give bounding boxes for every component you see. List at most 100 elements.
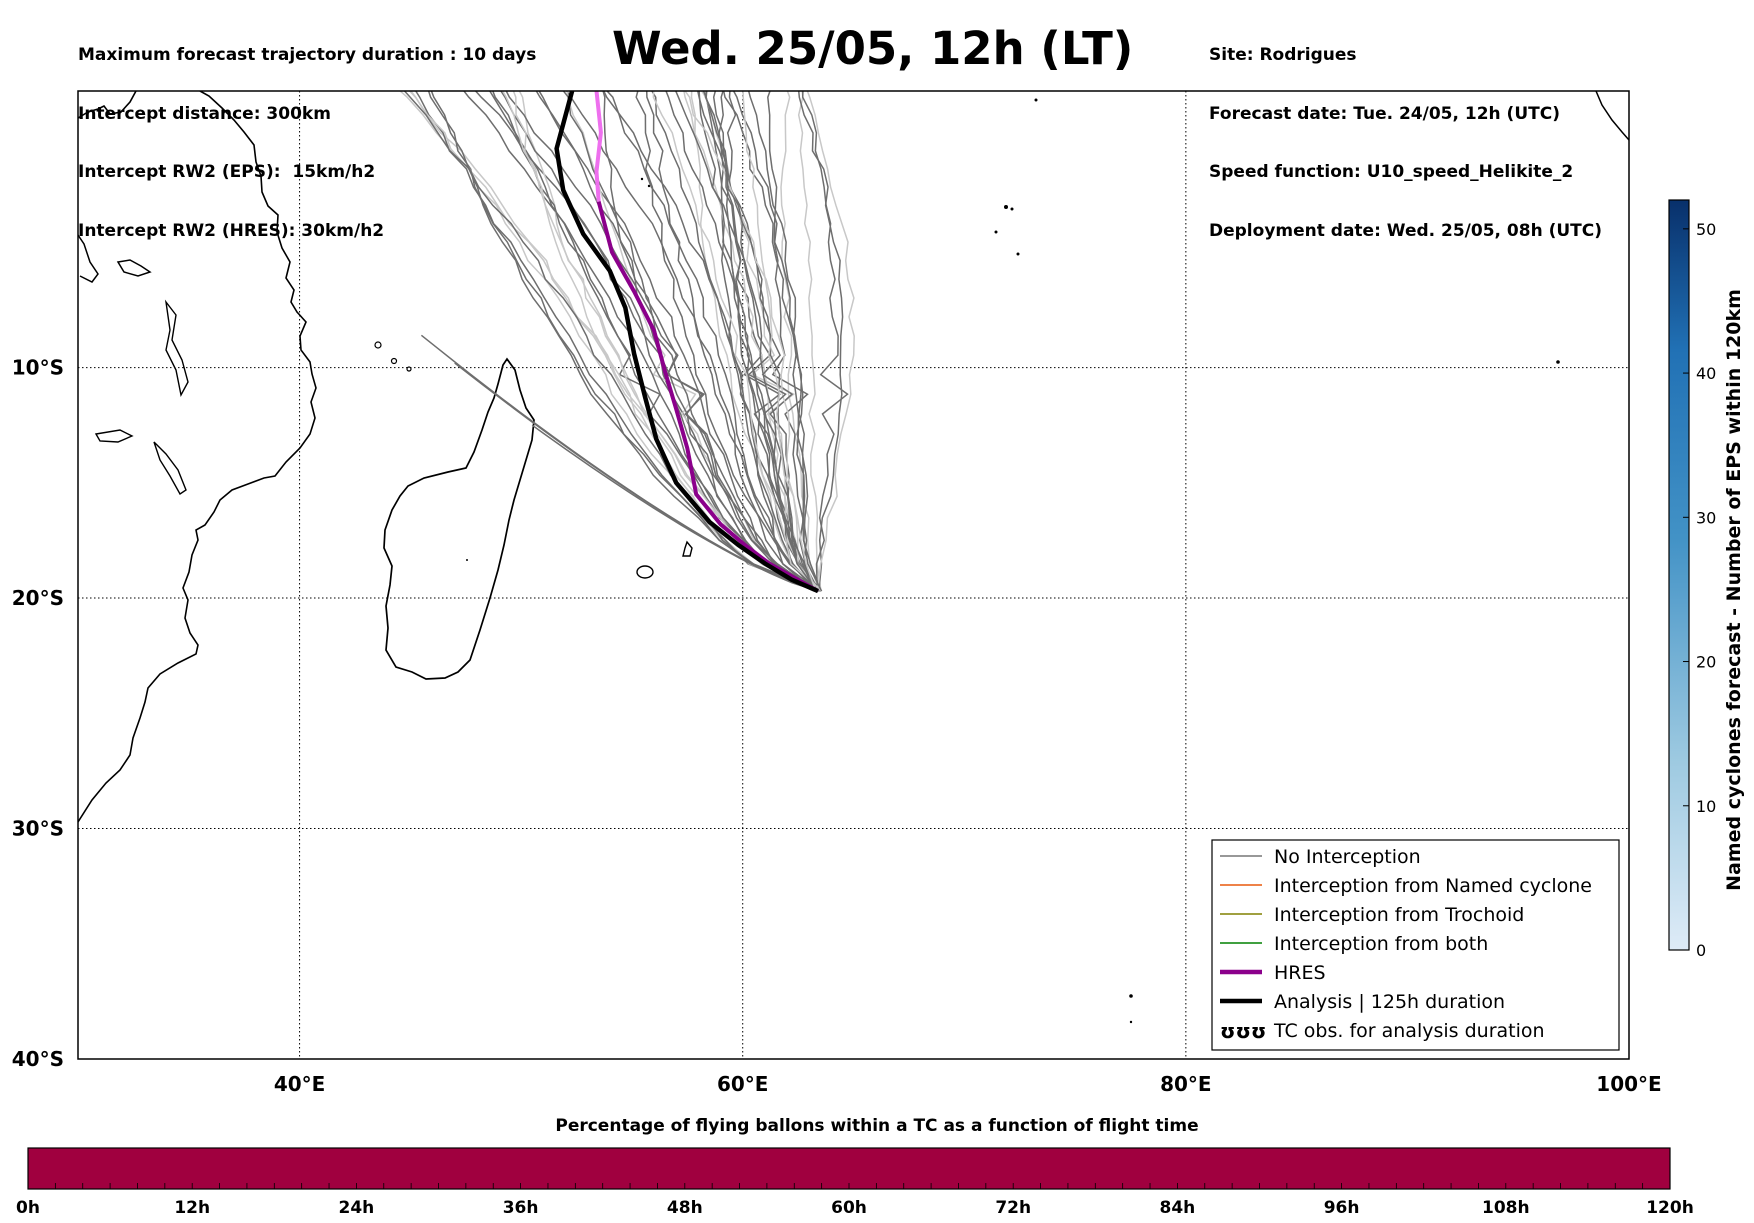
legend-label: Interception from Trochoid xyxy=(1274,904,1524,926)
legend-label: HRES xyxy=(1274,962,1326,984)
info-line: Forecast date: Tue. 24/05, 12h (UTC) xyxy=(1209,103,1560,124)
ensemble-track xyxy=(651,91,818,592)
ensemble-track xyxy=(505,91,821,592)
legend: No Interception Interception from Named c… xyxy=(1211,839,1620,1051)
ensemble-trajectories xyxy=(399,91,855,592)
legend-label: Analysis | 125h duration xyxy=(1274,991,1505,1013)
comoros-island xyxy=(390,357,398,365)
colorbar-tick-label: 50 xyxy=(1696,220,1716,239)
ensemble-track xyxy=(606,91,815,592)
colorbar-gradient xyxy=(1668,199,1690,951)
timeline-tick-label: 36h xyxy=(503,1198,539,1218)
ensemble-track xyxy=(492,91,819,592)
ensemble-track xyxy=(602,91,816,592)
ensemble-track xyxy=(518,91,817,592)
timeline-tick-label: 60h xyxy=(831,1198,867,1218)
ensemble-track xyxy=(697,91,823,592)
info-line: Maximum forecast trajectory duration : 1… xyxy=(78,45,537,65)
reunion-island xyxy=(636,565,654,579)
map-title: Wed. 25/05, 12h (LT) xyxy=(612,22,1134,75)
sumatra-coastline xyxy=(1595,91,1629,141)
ensemble-track xyxy=(427,91,820,592)
timeline-tick-label: 24h xyxy=(339,1198,375,1218)
mauritius-island xyxy=(682,540,693,557)
lat-tick-label: 30°S xyxy=(12,817,64,841)
colorbar-tick-label: 10 xyxy=(1696,797,1716,816)
lake-malawi xyxy=(153,441,187,496)
seychelles-island xyxy=(1010,207,1014,211)
lat-tick-label: 40°S xyxy=(12,1047,64,1071)
seychelles-island xyxy=(1004,205,1008,209)
legend-label: Interception from both xyxy=(1274,933,1488,955)
ensemble-track xyxy=(462,91,819,592)
small-island xyxy=(466,559,468,561)
ensemble-track xyxy=(712,91,816,592)
legend-label: TC obs. for analysis duration xyxy=(1273,1020,1545,1042)
info-line: Deployment date: Wed. 25/05, 08h (UTC) xyxy=(1209,220,1603,241)
info-line: Speed function: U10_speed_Helikite_2 xyxy=(1209,162,1574,182)
comoros-island xyxy=(406,366,412,372)
ensemble-track xyxy=(488,91,818,592)
ensemble-track xyxy=(474,91,817,592)
ensemble-track xyxy=(780,91,821,592)
small-island xyxy=(1034,98,1038,102)
timeline-bar xyxy=(27,1147,1671,1190)
colorbar: 0 10 20 30 40 50 Named cyclones forecast - Nu… xyxy=(1668,199,1745,960)
hres-track xyxy=(596,201,819,593)
ensemble-track xyxy=(652,91,823,592)
lat-tick-label: 20°S xyxy=(12,586,64,610)
ensemble-track xyxy=(698,91,821,592)
legend-frame xyxy=(1211,839,1620,1051)
ensemble-track xyxy=(690,91,823,592)
hres-track-late xyxy=(594,91,603,202)
ensemble-track xyxy=(797,91,822,592)
ensemble-track xyxy=(562,91,821,592)
timeline-tick-label: 108h xyxy=(1482,1198,1530,1218)
small-island xyxy=(1129,994,1133,998)
madagascar-coastline xyxy=(383,357,535,680)
timeline-tick-label: 48h xyxy=(667,1198,703,1218)
ensemble-track xyxy=(684,91,822,592)
ensemble-track xyxy=(566,91,818,592)
ensemble-track xyxy=(742,91,817,592)
timeline-tick-label: 96h xyxy=(1324,1198,1360,1218)
socotra-island xyxy=(116,259,152,277)
africa-coastline xyxy=(78,91,317,823)
main-tracks xyxy=(554,91,819,594)
ensemble-track xyxy=(454,362,819,592)
trajectory-map: 40°E 60°E 80°E 100°E 10°S 20°S 30°S 40°S No Int… xyxy=(12,90,1745,1096)
horn-coastline xyxy=(78,234,99,283)
colorbar-tick-label: 20 xyxy=(1696,653,1716,672)
ensemble-track xyxy=(512,91,821,592)
lon-tick-label: 60°E xyxy=(717,1072,769,1096)
analysis-track xyxy=(554,91,819,594)
timeline-tick-label: 84h xyxy=(1160,1198,1196,1218)
ensemble-track xyxy=(414,91,819,592)
lon-tick-label: 40°E xyxy=(274,1072,326,1096)
timeline-title: Percentage of flying ballons within a TC… xyxy=(555,1116,1199,1136)
ensemble-track xyxy=(732,91,818,592)
tc-obs-symbol: ʊʊʊ xyxy=(1220,1019,1266,1043)
legend-label: No Interception xyxy=(1274,846,1421,868)
flight-time-timeline: 0h 12h 24h 36h 48h 60h 72h 84h 96h 108h 120h xyxy=(16,1147,1694,1218)
map-frame xyxy=(77,90,1630,1060)
ensemble-track xyxy=(683,91,821,592)
info-line: Intercept distance: 300km xyxy=(78,103,331,124)
lon-tick-label: 80°E xyxy=(1160,1072,1212,1096)
ensemble-track xyxy=(535,91,817,592)
ensemble-track xyxy=(806,91,855,592)
timeline-tick-label: 120h xyxy=(1646,1198,1694,1218)
lat-tick-label: 10°S xyxy=(12,356,64,380)
small-island xyxy=(994,230,998,234)
ensemble-track xyxy=(801,91,849,592)
timeline-tick-label: 0h xyxy=(16,1198,40,1218)
lake-victoria xyxy=(94,429,134,443)
ensemble-track xyxy=(767,91,822,592)
colorbar-label: Named cyclones forecast - Number of EPS … xyxy=(1723,289,1745,891)
arabia-coastline xyxy=(78,91,137,119)
timeline-tick-label: 12h xyxy=(174,1198,210,1218)
run-info-left: Maximum forecast trajectory duration : 1… xyxy=(78,7,536,261)
small-island xyxy=(1016,252,1020,256)
info-line: Site: Rodrigues xyxy=(1209,45,1357,65)
ensemble-track xyxy=(674,91,822,592)
